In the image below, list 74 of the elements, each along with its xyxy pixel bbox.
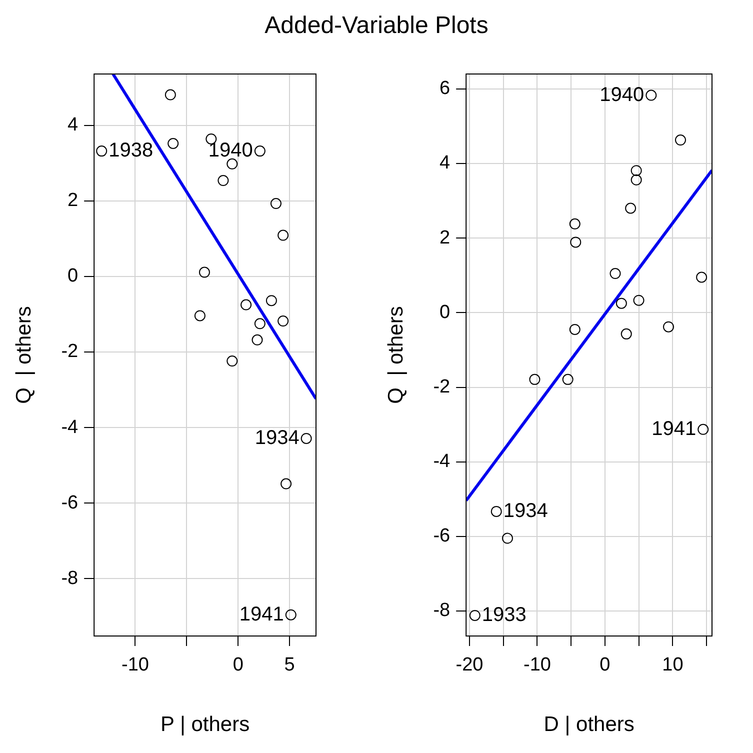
x-axis-title: P | others — [160, 713, 250, 736]
point — [168, 138, 179, 149]
text: Added-Variable Plots — [264, 12, 490, 40]
point — [663, 321, 674, 332]
y-tick-label: 0 — [440, 302, 450, 323]
point — [164, 89, 176, 100]
y-tick-label: -8 — [433, 600, 450, 622]
point — [278, 316, 289, 327]
point — [646, 90, 657, 101]
point — [570, 236, 582, 248]
x-tick-label: 0 — [600, 654, 610, 676]
x-axis-title: D | others — [544, 713, 634, 736]
point — [675, 134, 686, 146]
point — [252, 334, 263, 346]
y-tick-label: 4 — [440, 152, 451, 174]
x-tick-label: -20 — [456, 654, 484, 676]
point — [198, 266, 210, 278]
y-tick-label: -6 — [61, 492, 78, 514]
y-tick-label: 6 — [440, 78, 450, 100]
point — [698, 424, 709, 435]
annotation: 1941 — [239, 603, 284, 626]
point — [194, 310, 206, 322]
y-tick-label: -8 — [61, 568, 78, 589]
point — [620, 328, 632, 340]
x-tick-label: 0 — [232, 654, 244, 676]
point — [569, 218, 580, 230]
y-axis-title: Q | others — [12, 306, 36, 404]
x-tick-label: -10 — [122, 654, 149, 676]
annotation: 1940 — [208, 140, 253, 162]
point — [240, 299, 252, 310]
point — [633, 294, 644, 306]
x-tick-label: 10 — [662, 654, 684, 676]
x-tick-label: 5 — [284, 654, 295, 676]
y-tick-label: 0 — [68, 266, 78, 287]
point — [226, 158, 238, 170]
y-tick-label: 2 — [440, 227, 450, 248]
point — [226, 356, 238, 367]
point — [696, 272, 708, 283]
y-tick-label: 2 — [68, 190, 78, 212]
y-tick-label: -4 — [61, 416, 79, 438]
point — [630, 165, 642, 176]
y-tick-label: -2 — [61, 341, 78, 362]
x-tick-label: -10 — [523, 654, 551, 676]
annotation: 1934 — [254, 426, 300, 449]
point — [278, 230, 289, 241]
point — [569, 324, 580, 335]
point — [502, 532, 513, 544]
point — [96, 146, 108, 157]
annotation: 1940 — [600, 84, 644, 106]
annotation: 1933 — [482, 604, 526, 626]
y-tick-label: -6 — [433, 526, 450, 547]
point — [562, 374, 574, 385]
annotation: 1941 — [652, 418, 696, 440]
point — [616, 298, 627, 309]
point — [469, 610, 480, 621]
point — [625, 202, 636, 214]
point — [254, 146, 266, 157]
point — [270, 198, 282, 210]
point — [610, 268, 621, 280]
point — [254, 318, 266, 330]
annotation: 1938 — [108, 140, 154, 162]
y-axis-title: Q | others — [384, 306, 408, 404]
point — [490, 506, 502, 517]
point — [300, 432, 312, 444]
point — [218, 175, 229, 186]
y-tick-label: -2 — [433, 376, 450, 398]
point — [266, 295, 277, 306]
y-tick-label: 4 — [68, 114, 79, 136]
y-tick-label: -4 — [433, 451, 451, 472]
point — [280, 478, 292, 490]
point — [630, 174, 642, 186]
point — [285, 609, 296, 620]
annotation: 1934 — [503, 500, 548, 522]
point — [529, 374, 540, 385]
